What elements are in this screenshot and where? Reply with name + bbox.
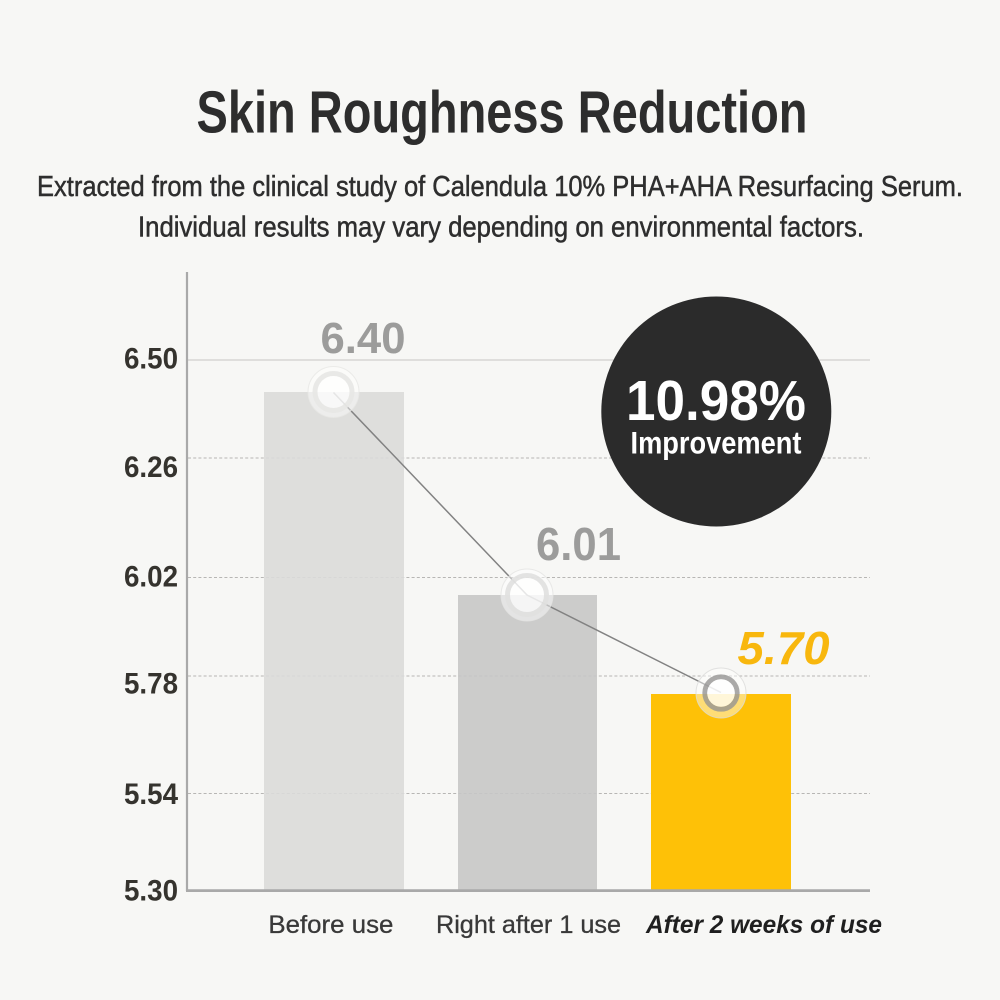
svg-text:5.78: 5.78 <box>124 668 178 701</box>
svg-text:6.50: 6.50 <box>124 342 178 375</box>
svg-text:Extracted from the clinical st: Extracted from the clinical study of Cal… <box>37 171 963 203</box>
svg-text:6.02: 6.02 <box>124 561 178 594</box>
svg-text:5.30: 5.30 <box>124 874 178 907</box>
svg-text:Skin Roughness Reduction: Skin Roughness Reduction <box>197 79 808 145</box>
svg-text:5.54: 5.54 <box>124 778 178 811</box>
svg-text:Individual results may vary de: Individual results may vary depending on… <box>138 212 864 244</box>
svg-text:Right after 1 use: Right after 1 use <box>436 911 621 939</box>
svg-text:6.26: 6.26 <box>124 451 178 484</box>
svg-text:6.01: 6.01 <box>536 518 621 570</box>
svg-text:5.70: 5.70 <box>738 622 830 674</box>
svg-text:Before use: Before use <box>268 911 393 939</box>
svg-text:6.40: 6.40 <box>321 314 406 363</box>
svg-text:After 2 weeks of use: After 2 weeks of use <box>645 911 882 939</box>
svg-text:10.98%: 10.98% <box>626 369 806 432</box>
svg-text:Improvement: Improvement <box>631 425 802 461</box>
